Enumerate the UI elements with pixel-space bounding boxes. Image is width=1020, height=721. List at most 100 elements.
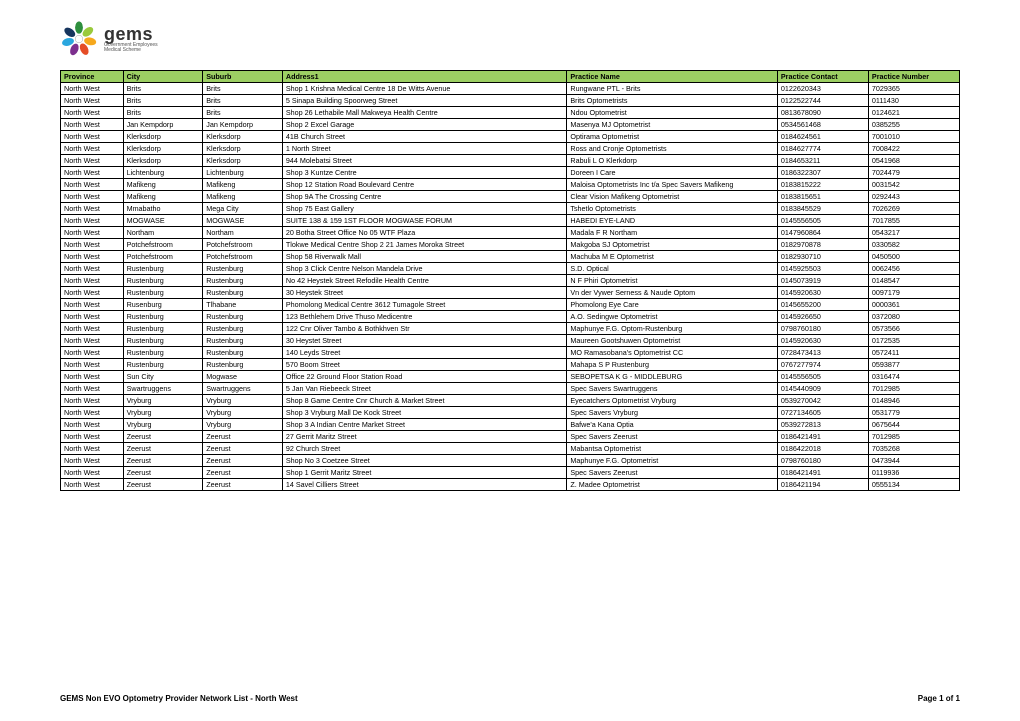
table-cell: Zeerust bbox=[203, 431, 283, 443]
table-cell: 0675644 bbox=[868, 419, 959, 431]
table-cell: Rustenburg bbox=[203, 263, 283, 275]
table-cell: Shop 3 Click Centre Nelson Mandela Drive bbox=[282, 263, 566, 275]
table-cell: Rusenburg bbox=[123, 299, 203, 311]
table-cell: Zeerust bbox=[203, 455, 283, 467]
table-cell: N F Phiri Optometrist bbox=[567, 275, 778, 287]
table-cell: 0148946 bbox=[868, 395, 959, 407]
table-cell: 0172535 bbox=[868, 335, 959, 347]
table-cell: 122 Cnr Oliver Tambo & Bothkhven Str bbox=[282, 323, 566, 335]
table-cell: Maloisa Optometrists Inc t/a Spec Savers… bbox=[567, 179, 778, 191]
table-cell: North West bbox=[61, 323, 124, 335]
table-header-cell: Province bbox=[61, 71, 124, 83]
table-row: North WestBritsBritsShop 26 Lethabile Ma… bbox=[61, 107, 960, 119]
table-cell: 0145556505 bbox=[777, 371, 868, 383]
table-cell: Shop 3 A Indian Centre Market Street bbox=[282, 419, 566, 431]
table-cell: Northam bbox=[123, 227, 203, 239]
table-cell: Brits bbox=[203, 107, 283, 119]
table-row: North WestRustenburgRustenburg30 Heystek… bbox=[61, 287, 960, 299]
table-cell: 7024479 bbox=[868, 167, 959, 179]
table-cell: North West bbox=[61, 227, 124, 239]
table-cell: 0186422018 bbox=[777, 443, 868, 455]
table-cell: 0372080 bbox=[868, 311, 959, 323]
table-cell: Lichtenburg bbox=[123, 167, 203, 179]
table-cell: 0124621 bbox=[868, 107, 959, 119]
table-cell: 570 Boom Street bbox=[282, 359, 566, 371]
table-cell: 92 Church Street bbox=[282, 443, 566, 455]
table-cell: 0555134 bbox=[868, 479, 959, 491]
table-cell: Mabantsa Optometrist bbox=[567, 443, 778, 455]
table-row: North WestRustenburgRustenburg123 Bethle… bbox=[61, 311, 960, 323]
table-cell: 0145440909 bbox=[777, 383, 868, 395]
table-cell: Vn der Vywer Serness & Naude Optom bbox=[567, 287, 778, 299]
table-row: North WestJan KempdorpJan KempdorpShop 2… bbox=[61, 119, 960, 131]
table-cell: Shop 12 Station Road Boulevard Centre bbox=[282, 179, 566, 191]
table-row: North WestVryburgVryburgShop 3 Vryburg M… bbox=[61, 407, 960, 419]
table-cell: 7001010 bbox=[868, 131, 959, 143]
table-cell: Klerksdorp bbox=[203, 155, 283, 167]
table-cell: 0183815651 bbox=[777, 191, 868, 203]
table-cell: 27 Gerrit Maritz Street bbox=[282, 431, 566, 443]
table-cell: 0111430 bbox=[868, 95, 959, 107]
table-cell: 0450500 bbox=[868, 251, 959, 263]
table-cell: Spec Savers Vryburg bbox=[567, 407, 778, 419]
table-cell: North West bbox=[61, 455, 124, 467]
table-cell: Zeerust bbox=[123, 443, 203, 455]
table-cell: North West bbox=[61, 431, 124, 443]
table-row: North WestBritsBrits5 Sinapa Building Sp… bbox=[61, 95, 960, 107]
table-cell: 20 Botha Street Office No 05 WTF Plaza bbox=[282, 227, 566, 239]
table-cell: 0292443 bbox=[868, 191, 959, 203]
table-row: North WestRusenburgTlhabanePhomolong Med… bbox=[61, 299, 960, 311]
table-header-cell: City bbox=[123, 71, 203, 83]
table-cell: 30 Heystek Street bbox=[282, 287, 566, 299]
table-cell: North West bbox=[61, 371, 124, 383]
table-cell: Potchefstroom bbox=[123, 239, 203, 251]
table-cell: 0145073919 bbox=[777, 275, 868, 287]
table-cell: 7026269 bbox=[868, 203, 959, 215]
table-cell: Rustenburg bbox=[123, 287, 203, 299]
table-cell: North West bbox=[61, 119, 124, 131]
table-cell: North West bbox=[61, 395, 124, 407]
table-cell: North West bbox=[61, 299, 124, 311]
table-row: North WestMafikengMafikengShop 9A The Cr… bbox=[61, 191, 960, 203]
table-cell: 0148547 bbox=[868, 275, 959, 287]
table-cell: North West bbox=[61, 467, 124, 479]
table-row: North WestKlerksdorpKlerksdorp41B Church… bbox=[61, 131, 960, 143]
table-cell: 0539270042 bbox=[777, 395, 868, 407]
table-row: North WestMmabathoMega CityShop 75 East … bbox=[61, 203, 960, 215]
table-cell: 0531779 bbox=[868, 407, 959, 419]
table-cell: 0183815222 bbox=[777, 179, 868, 191]
table-cell: Eyecatchers Optometrist Vryburg bbox=[567, 395, 778, 407]
table-cell: North West bbox=[61, 335, 124, 347]
table-cell: 5 Sinapa Building Spoorweg Street bbox=[282, 95, 566, 107]
table-cell: Clear Vision Mafikeng Optometrist bbox=[567, 191, 778, 203]
table-row: North WestNorthamNortham20 Botha Street … bbox=[61, 227, 960, 239]
table-cell: Rustenburg bbox=[123, 359, 203, 371]
table-cell: Swartruggens bbox=[203, 383, 283, 395]
table-row: North WestKlerksdorpKlerksdorp1 North St… bbox=[61, 143, 960, 155]
table-cell: Rustenburg bbox=[123, 311, 203, 323]
table-cell: North West bbox=[61, 143, 124, 155]
table-cell: Mogwase bbox=[203, 371, 283, 383]
table-cell: Rustenburg bbox=[203, 347, 283, 359]
table-cell: Ross and Cronje Optometrists bbox=[567, 143, 778, 155]
table-cell: Zeerust bbox=[203, 479, 283, 491]
table-cell: MOGWASE bbox=[203, 215, 283, 227]
table-cell: Doreen I Care bbox=[567, 167, 778, 179]
table-row: North WestZeerustZeerust92 Church Street… bbox=[61, 443, 960, 455]
table-cell: Makgoba SJ Optometrist bbox=[567, 239, 778, 251]
table-cell: A.O. Sedingwe Optometrist bbox=[567, 311, 778, 323]
table-cell: North West bbox=[61, 191, 124, 203]
table-header-row: ProvinceCitySuburbAddress1Practice NameP… bbox=[61, 71, 960, 83]
table-cell: Rustenburg bbox=[203, 335, 283, 347]
table-cell: North West bbox=[61, 95, 124, 107]
table-cell: Shop No 3 Coetzee Street bbox=[282, 455, 566, 467]
table-cell: 0813678090 bbox=[777, 107, 868, 119]
table-cell: 0031542 bbox=[868, 179, 959, 191]
logo-sub2: Medical Scheme bbox=[104, 48, 158, 54]
table-cell: North West bbox=[61, 203, 124, 215]
table-cell: Rustenburg bbox=[203, 311, 283, 323]
table-row: North WestRustenburgRustenburg570 Boom S… bbox=[61, 359, 960, 371]
table-cell: Mahapa S P Rustenburg bbox=[567, 359, 778, 371]
table-cell: Klerksdorp bbox=[203, 143, 283, 155]
table-cell: 0728473413 bbox=[777, 347, 868, 359]
